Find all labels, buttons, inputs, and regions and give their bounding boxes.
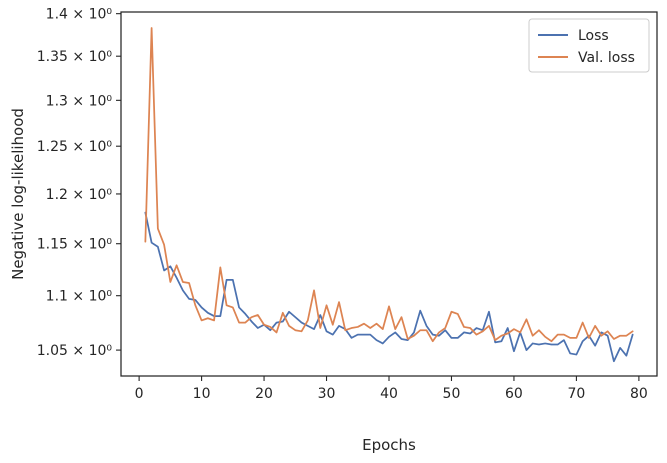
y-tick-label: 1.35 × 10⁰: [37, 49, 113, 65]
series-line-val-loss: [144, 27, 634, 343]
x-tick-label: 20: [255, 386, 273, 402]
legend: Loss Val. loss: [528, 18, 650, 73]
x-tick-label: 10: [193, 386, 211, 402]
x-tick-label: 60: [505, 386, 523, 402]
series-line-loss: [144, 211, 634, 363]
x-axis-label: Epochs: [362, 436, 416, 454]
y-tick-label: 1.4 × 10⁰: [46, 7, 113, 23]
y-tick-label: 1.1 × 10⁰: [46, 289, 113, 305]
legend-label-loss: Loss: [578, 28, 609, 44]
y-tick-label: 1.25 × 10⁰: [37, 139, 113, 155]
y-tick-label: 1.05 × 10⁰: [37, 343, 113, 359]
y-tick-label: 1.2 × 10⁰: [46, 187, 113, 203]
legend-label-val-loss: Val. loss: [578, 50, 635, 66]
y-axis-label: Negative log-likelihood: [9, 108, 27, 280]
x-tick-label: 30: [318, 386, 336, 402]
legend-frame: [528, 18, 650, 73]
x-tick-label: 80: [630, 386, 648, 402]
x-tick-label: 0: [135, 386, 144, 402]
x-tick-label: 50: [443, 386, 461, 402]
x-tick-label: 40: [380, 386, 398, 402]
x-tick-label: 70: [567, 386, 585, 402]
y-tick-label: 1.15 × 10⁰: [37, 237, 113, 253]
y-tick-label: 1.3 × 10⁰: [46, 93, 113, 109]
